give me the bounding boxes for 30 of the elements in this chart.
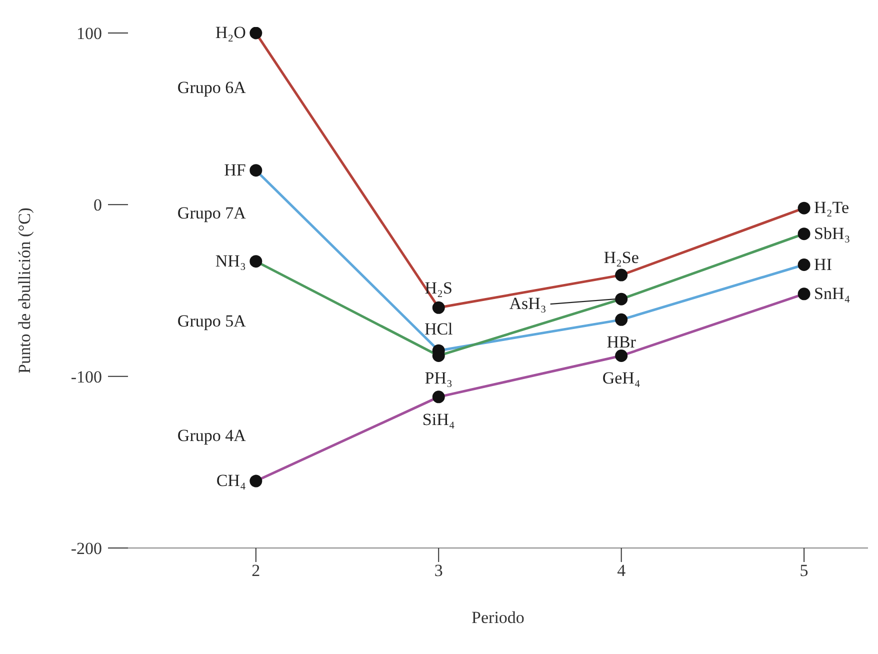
annotation: HI [814, 254, 832, 274]
annotation: SbH₃ [814, 224, 850, 243]
y-tick-label: 100 [76, 24, 102, 44]
x-tick-label: 3 [434, 561, 443, 580]
series-label: Grupo 4A [177, 426, 247, 446]
y-tick-label: -100 [70, 367, 102, 386]
annotation: PH₃ [424, 368, 453, 388]
x-tick-label: 4 [617, 561, 626, 580]
annotation: H₂Se [604, 248, 639, 268]
annotation: SiH₄ [422, 410, 455, 429]
annotation: CH₄ [216, 471, 246, 490]
annotation: HF [224, 160, 246, 180]
annotation: SnH₄ [814, 284, 850, 303]
annotation: H₂S [424, 278, 452, 298]
annotation: HBr [606, 332, 636, 352]
x-tick-label: 2 [252, 561, 260, 580]
text: Grupo 5A [177, 311, 247, 330]
annotation: AsH₃ [509, 294, 546, 314]
y-axis-title: Punto de ebullición (°C) [15, 208, 34, 374]
y-tick-label: -200 [70, 539, 102, 558]
series-label: Grupo 7A [177, 203, 247, 222]
y-tick-label: 0 [94, 196, 102, 215]
x-tick-label: 5 [800, 561, 808, 580]
series-label: Grupo 6A [177, 78, 247, 97]
annotation: NH₃ [215, 251, 246, 270]
annotation: H₂Te [814, 198, 850, 218]
annotation: H₂O [215, 23, 246, 42]
annotation: HCl [424, 320, 454, 339]
annotation: GeH₄ [602, 368, 640, 388]
x-axis-title: Periodo [472, 608, 524, 627]
